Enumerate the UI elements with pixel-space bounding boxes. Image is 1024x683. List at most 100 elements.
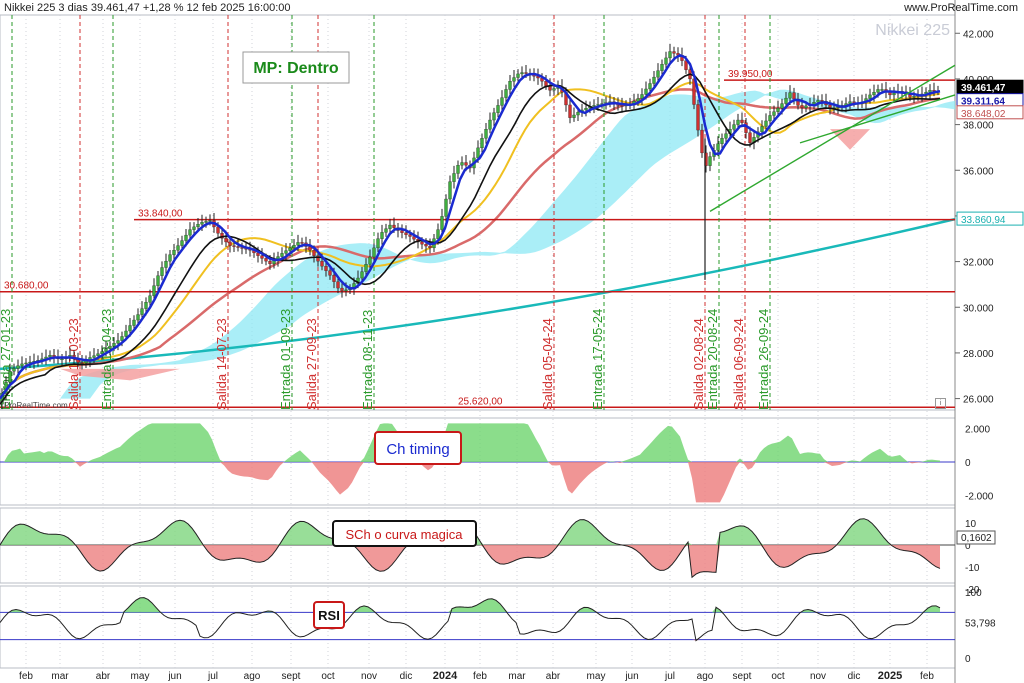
trend-line [709, 64, 956, 212]
level-label: 39.950,00 [728, 69, 773, 80]
candle-body [768, 115, 772, 122]
x-tick-label: jul [207, 671, 218, 682]
candle-body [552, 88, 556, 91]
candle-body [340, 287, 344, 291]
sch-value-tag [956, 530, 996, 545]
candle-body [656, 70, 660, 78]
candle-body [772, 111, 776, 116]
candle-body [892, 92, 896, 96]
candle-body [576, 112, 580, 116]
candle-body [200, 222, 204, 225]
candle-body [404, 232, 408, 235]
candle-body [332, 275, 336, 282]
candle-body [124, 330, 128, 337]
price-tag-label: 39.311,64 [961, 97, 1005, 108]
signal-label: Entrada 08-11-23 [360, 310, 375, 410]
rsi-value-label: 53,798 [965, 619, 996, 630]
y-tick-label: 36.000 [963, 166, 994, 177]
price-tag [956, 105, 1024, 120]
candle-body [700, 129, 704, 154]
candle-body [544, 81, 548, 86]
candle-body [428, 245, 432, 249]
candle-body [736, 119, 740, 125]
candle-body [504, 89, 508, 98]
rsi-box [313, 601, 345, 629]
x-tick-label: nov [810, 671, 826, 682]
rsi-tick-label: 0 [965, 654, 971, 665]
candle-body [868, 94, 872, 99]
candle-body [660, 64, 664, 71]
source-watermark: ProRealTime.com [4, 401, 68, 410]
level-label: 25.620,00 [458, 396, 503, 407]
price-tag-label: 39.461,47 [961, 83, 1006, 94]
ch-tick-label: -2.000 [965, 492, 994, 503]
candle-body [20, 363, 24, 366]
annotation-box [242, 51, 350, 84]
candle-body [420, 241, 424, 245]
candle-body [324, 266, 328, 271]
candle-body [572, 114, 576, 118]
ch-tick-label: 2.000 [965, 424, 990, 435]
candle-body [780, 103, 784, 109]
candle-body [584, 108, 588, 111]
candle-body [708, 156, 712, 166]
candle-body [668, 51, 672, 59]
candle-body [448, 181, 452, 200]
x-tick-label: 2024 [433, 670, 458, 682]
candle-body [672, 51, 676, 54]
site-label: www.ProRealTime.com [904, 2, 1018, 14]
candle-body [440, 216, 444, 230]
x-tick-label: oct [771, 671, 785, 682]
candle-body [620, 105, 624, 107]
candle-body [452, 173, 456, 182]
candle-body [48, 355, 52, 358]
candle-body [208, 220, 212, 222]
sch-tick-label: -10 [965, 563, 980, 574]
candle-body [96, 353, 100, 356]
candle-body [848, 101, 852, 104]
sch-title: SCh o curva magica [345, 527, 463, 542]
price-tag-label: 38.648,02 [961, 109, 1006, 120]
rsi-line [0, 597, 941, 642]
x-tick-label: abr [96, 671, 111, 682]
candle-body [724, 133, 728, 139]
candle-body [524, 72, 528, 74]
candle-body [112, 343, 116, 347]
candle-body [400, 230, 404, 233]
candle-body [456, 165, 460, 174]
candle-body [376, 238, 380, 249]
candle-body [100, 351, 104, 354]
panel-frame-0 [0, 14, 956, 411]
candle-body [488, 119, 492, 130]
info-icon[interactable]: i [935, 398, 946, 409]
x-tick-label: dic [400, 671, 413, 682]
x-tick-label: jun [624, 671, 638, 682]
x-tick-label: abr [546, 671, 561, 682]
candle-body [216, 226, 220, 234]
y-tick-label: 42.000 [963, 29, 994, 40]
candle-body [168, 254, 172, 262]
candle-body [284, 250, 288, 254]
candle-body [792, 92, 796, 100]
candle-body [912, 96, 916, 98]
x-tick-label: mar [508, 671, 526, 682]
candle-body [80, 362, 84, 364]
candle-body [388, 224, 392, 229]
candle-body [220, 233, 224, 239]
candle-body [108, 345, 112, 349]
candle-body [652, 76, 656, 84]
candle-body [184, 234, 188, 241]
candle-body [820, 100, 824, 102]
candle-body [696, 104, 700, 131]
candle-body [492, 112, 496, 121]
candle-body [520, 72, 524, 75]
candle-body [264, 258, 268, 262]
x-tick-label: nov [361, 671, 377, 682]
candle-body [716, 143, 720, 151]
candle-body [228, 241, 232, 246]
candle-body [140, 308, 144, 315]
sch-box [332, 520, 477, 547]
x-tick-label: 2025 [878, 670, 902, 682]
sch-tick-label: 10 [965, 519, 977, 530]
candle-body [476, 147, 480, 159]
